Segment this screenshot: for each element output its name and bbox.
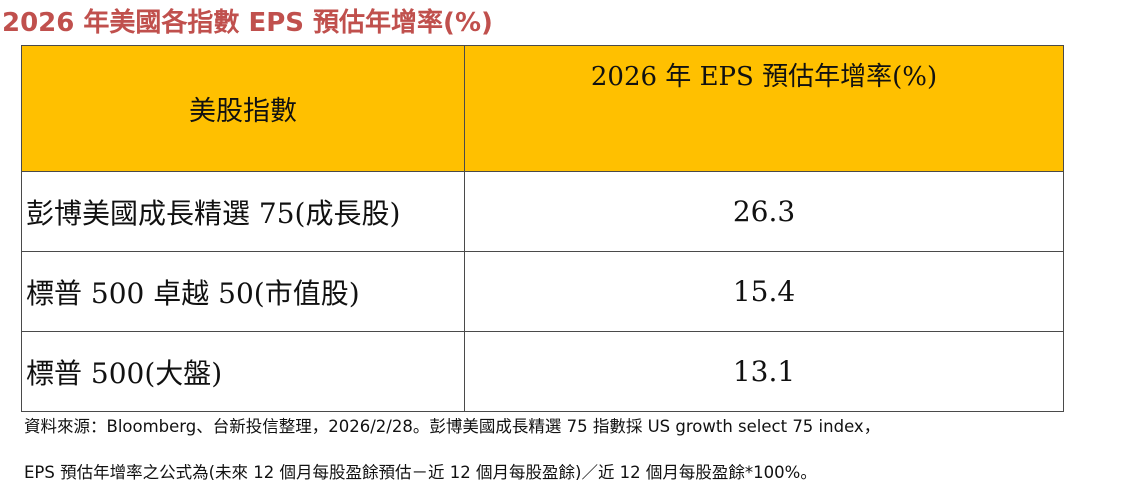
table-row: 標普 500(大盤) 13.1 xyxy=(21,331,1064,412)
table-row: 彭博美國成長精選 75(成長股) 26.3 xyxy=(21,171,1064,252)
index-name-cell: 彭博美國成長精選 75(成長股) xyxy=(21,171,465,252)
table-row: 標普 500 卓越 50(市值股) 15.4 xyxy=(21,251,1064,332)
eps-growth-value-cell: 15.4 xyxy=(464,251,1064,332)
table-header-row: 美股指數 2026 年 EPS 預估年增率(%) xyxy=(21,45,1064,172)
eps-growth-value-cell: 13.1 xyxy=(464,331,1064,412)
source-note: 資料來源：Bloomberg、台新投信整理，2026/2/28。彭博美國成長精選… xyxy=(24,417,881,436)
formula-note: EPS 預估年增率之公式為(未來 12 個月每股盈餘預估－近 12 個月每股盈餘… xyxy=(24,463,817,482)
index-name-cell: 標普 500(大盤) xyxy=(21,331,465,412)
index-name-cell: 標普 500 卓越 50(市值股) xyxy=(21,251,465,332)
column-header-index: 美股指數 xyxy=(21,45,465,172)
page-title: 2026 年美國各指數 EPS 預估年增率(%) xyxy=(2,8,493,38)
column-header-eps-growth: 2026 年 EPS 預估年增率(%) xyxy=(464,45,1064,172)
eps-growth-value-cell: 26.3 xyxy=(464,171,1064,252)
eps-growth-table: 美股指數 2026 年 EPS 預估年增率(%) 彭博美國成長精選 75(成長股… xyxy=(21,45,1064,412)
